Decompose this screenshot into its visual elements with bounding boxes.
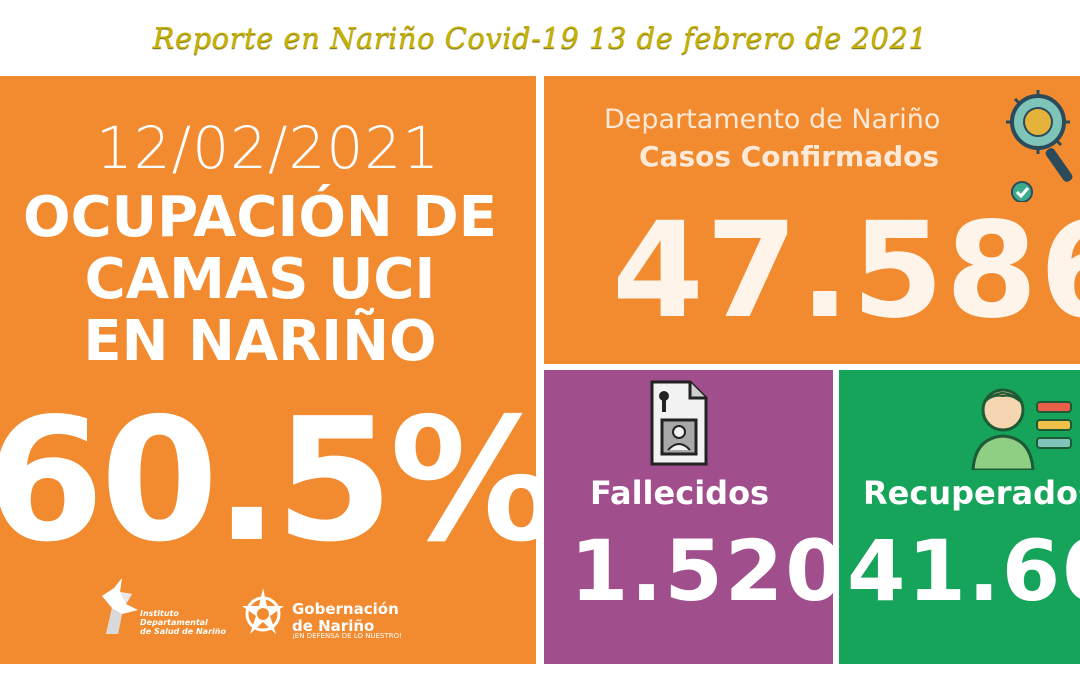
- gobernacion-line1: Gobernación: [292, 600, 399, 618]
- virus-magnifier-icon: [1006, 90, 1073, 202]
- deaths-panel: Fallecidos 1.520: [544, 370, 833, 664]
- confirmed-cases-panel: Departamento de Nariño Casos Confirmados…: [544, 76, 1080, 364]
- institute-logo-icon: [102, 578, 138, 634]
- occupancy-title-line2: CAMAS UCI: [84, 247, 436, 312]
- department-label: Departamento de Nariño: [604, 104, 941, 135]
- gobernacion-line2: de Nariño: [292, 617, 375, 635]
- gobernacion-slogan: ¡EN DEFENSA DE LO NUESTRO!: [292, 632, 402, 640]
- report-title: Reporte en Nariño Covid-19 13 de febrero…: [152, 21, 928, 55]
- report-date: 12/02/2021: [95, 114, 441, 182]
- death-certificate-icon: [650, 380, 708, 466]
- occupancy-title-line1: OCUPACIÓN DE: [22, 185, 498, 250]
- icu-occupancy-panel: 12/02/2021 OCUPACIÓN DE CAMAS UCI EN NAR…: [0, 76, 536, 664]
- recovered-person-icon: [971, 388, 1072, 470]
- deaths-value: 1.520: [570, 522, 833, 620]
- occupancy-percent: 60.5%: [0, 382, 536, 580]
- recovered-value: 41.606: [847, 522, 1080, 620]
- deaths-label: Fallecidos: [590, 474, 770, 512]
- confirmed-cases-value: 47.586: [612, 194, 1080, 348]
- institute-line3: de Salud de Nariño: [140, 627, 226, 636]
- institute-line2: Departamental: [140, 618, 208, 627]
- report-header: Reporte en Nariño Covid-19 13 de febrero…: [0, 0, 1080, 76]
- recovered-panel: Recuperados 41.606: [839, 370, 1080, 664]
- confirmed-cases-label: Casos Confirmados: [639, 140, 940, 173]
- recovered-label: Recuperados: [863, 474, 1080, 512]
- gobernacion-logo-icon: [242, 588, 284, 634]
- occupancy-title-line3: EN NARIÑO: [83, 309, 437, 374]
- institute-line1: Instituto: [140, 609, 179, 618]
